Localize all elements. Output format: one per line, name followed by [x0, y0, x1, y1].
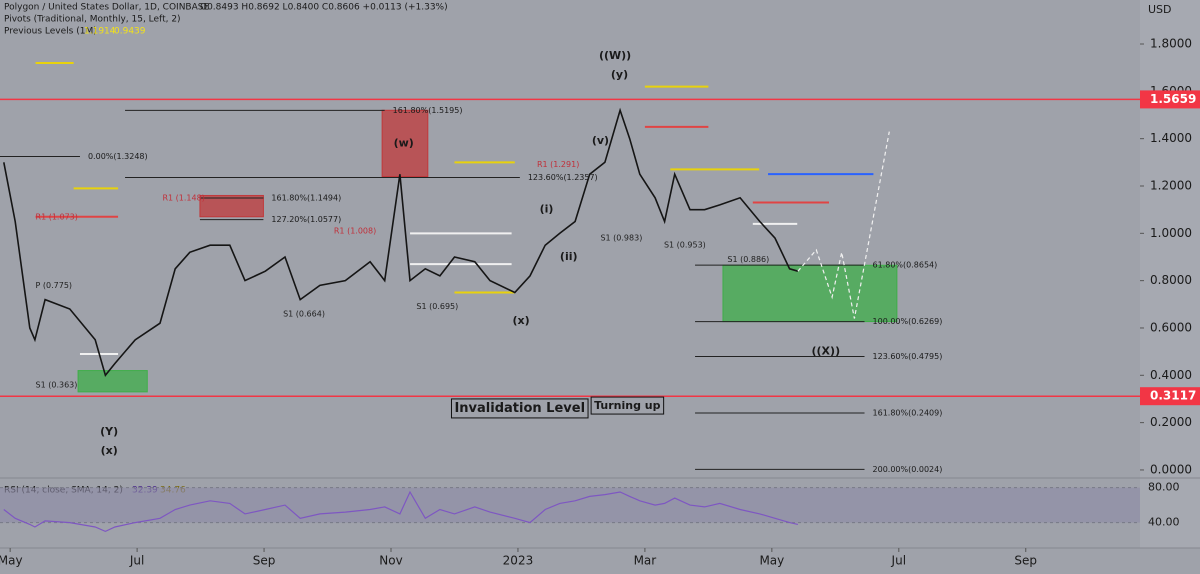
price-marker-label: 1.5659 [1150, 92, 1196, 106]
x-tick-label: May [759, 554, 784, 568]
y-tick-label: 0.8000 [1150, 273, 1192, 287]
prev-levels-title: Previous Levels (1M) [4, 27, 97, 37]
y-tick-label: 0.4000 [1150, 368, 1192, 382]
x-tick-label: Jul [891, 554, 906, 568]
x-tick-label: Sep [1014, 554, 1037, 568]
rsi-line [3, 490, 799, 533]
fib-label: 123.60%(0.4795) [873, 352, 943, 361]
pivot-label: S1 (0.983) [600, 234, 642, 243]
ohlc: O0.8493 H0.8692 L0.8400 C0.8606 +0.0113 … [200, 3, 448, 13]
zone [199, 194, 264, 218]
pivot-label: S1 (0.886) [727, 255, 769, 264]
pivot-label: P (0.775) [36, 281, 73, 290]
wave-label: (v) [592, 134, 609, 147]
note-box [450, 398, 589, 419]
price-marker-box [1140, 90, 1200, 109]
fib-label: 0.00%(1.3248) [88, 152, 148, 161]
rsi-tick-label: 80.00 [1148, 481, 1180, 494]
fib-label: 161.80%(0.2409) [873, 408, 943, 417]
x-tick-label: Nov [379, 554, 402, 568]
wave-label: ((W)) [599, 49, 631, 62]
wave-label: (y) [611, 68, 628, 81]
fib-label: 100.00%(0.6269) [873, 317, 943, 326]
wave-label: ((X)) [812, 345, 841, 358]
fib-label: 127.20%(1.0577) [271, 215, 341, 224]
wave-label: (Y) [100, 425, 118, 438]
pivot-label: R1 (1.073) [36, 212, 78, 221]
wave-label: (w) [394, 136, 414, 149]
fib-label: 61.80%(0.8654) [873, 261, 938, 270]
note: Turning up [594, 399, 661, 412]
pivot-label: S1 (0.953) [664, 241, 706, 250]
pivot-label: S1 (0.695) [416, 302, 458, 311]
projection-line [797, 131, 890, 319]
zone [381, 109, 429, 178]
wave-label: (x) [101, 444, 118, 457]
symbol-title: Polygon / United States Dollar, 1D, COIN… [4, 3, 209, 13]
rsi-tick-label: 40.00 [1148, 516, 1180, 529]
wave-label: (ii) [560, 250, 578, 263]
pivot-label: S1 (0.664) [283, 309, 325, 318]
zone [77, 370, 148, 393]
note: Invalidation Level [454, 401, 585, 416]
x-tick-label: Jul [129, 554, 144, 568]
price-marker-box [1140, 387, 1200, 406]
price-marker-label: 0.3117 [1150, 389, 1196, 403]
y-tick-label: 1.4000 [1150, 131, 1192, 145]
fib-label: 123.60%(1.2357) [528, 173, 598, 182]
zone [722, 264, 898, 323]
pivot-label: R1 (1.291) [537, 160, 579, 169]
y-tick-label: 1.2000 [1150, 178, 1192, 192]
axis-unit: USD [1148, 3, 1172, 16]
pivot-label: R1 (1.008) [334, 226, 376, 235]
wave-label: (x) [513, 314, 530, 327]
fib-label: 161.80%(1.5195) [393, 106, 463, 115]
pivot-label: R1 (1.148) [162, 193, 204, 202]
price-line [3, 107, 799, 378]
x-tick-label: Sep [253, 554, 276, 568]
rsi-band [0, 487, 1140, 523]
prev-level-value: 1.1914 [84, 27, 116, 37]
x-tick-label: Mar [634, 554, 657, 568]
x-tick-label: May [0, 554, 23, 568]
y-tick-label: 0.2000 [1150, 415, 1192, 429]
pivot-label: S1 (0.363) [36, 380, 78, 389]
y-tick-label: 0.0000 [1150, 462, 1192, 476]
pivots-title: Pivots (Traditional, Monthly, 15, Left, … [4, 15, 181, 25]
fib-label: 200.00%(0.0024) [873, 465, 943, 474]
y-tick-label: 1.8000 [1150, 37, 1192, 51]
wave-label: (i) [540, 203, 554, 216]
note-box [590, 396, 665, 415]
y-tick-label: 0.6000 [1150, 320, 1192, 334]
prev-level-value: 0.9439 [114, 27, 146, 37]
fib-label: 161.80%(1.1494) [271, 193, 341, 202]
y-tick-label: 1.0000 [1150, 226, 1192, 240]
x-tick-label: 2023 [503, 554, 534, 568]
